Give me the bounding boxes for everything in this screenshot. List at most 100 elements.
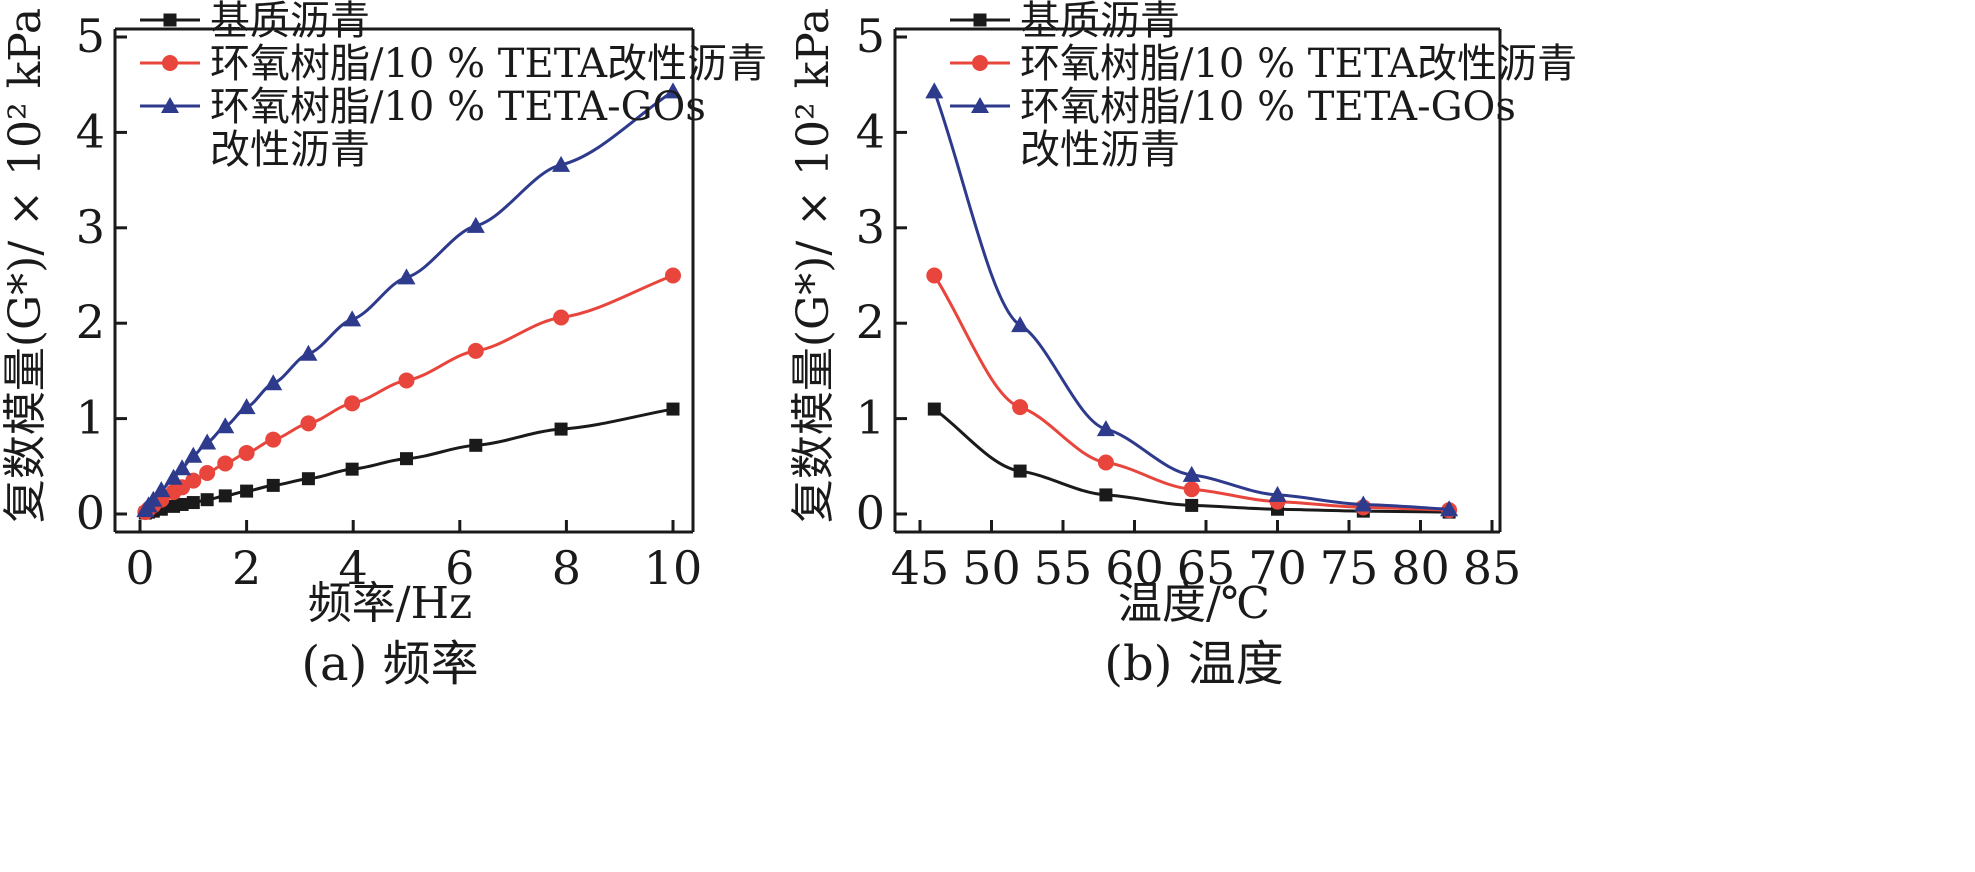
triangle-marker (1011, 316, 1030, 333)
y-tick-label: 5 (76, 9, 105, 63)
x-tick-label: 75 (1320, 541, 1379, 595)
square-marker (301, 472, 315, 486)
legend-label: 改性沥青 (210, 127, 370, 173)
square-marker (927, 402, 941, 416)
legend-circle-marker (972, 55, 988, 71)
x-tick-label: 65 (1177, 541, 1236, 595)
legend-label: 基质沥青 (1020, 0, 1180, 44)
y-tick-label: 1 (76, 391, 105, 445)
triangle-marker (173, 459, 192, 476)
y-tick-label: 3 (76, 200, 105, 254)
triangle-marker (1354, 495, 1373, 512)
triangle-marker (237, 398, 256, 415)
circle-marker (1012, 399, 1029, 416)
circle-marker (1183, 481, 1200, 498)
triangle-marker (144, 490, 163, 507)
legend-label: 改性沥青 (1020, 127, 1180, 173)
x-tick-label: 70 (1248, 541, 1307, 595)
y-tick-label: 0 (76, 486, 105, 540)
legend-circle-marker (162, 55, 178, 71)
triangle-marker (264, 374, 283, 391)
square-marker (554, 422, 568, 436)
y-tick-label: 5 (856, 9, 885, 63)
circle-marker (199, 464, 216, 481)
square-marker (1185, 498, 1199, 512)
x-tick-label: 45 (891, 541, 950, 595)
circle-marker (926, 267, 943, 284)
circle-marker (265, 431, 282, 448)
y-tick-label: 4 (76, 104, 105, 158)
legend-square-marker (973, 13, 987, 27)
square-marker (266, 478, 280, 492)
x-tick-label: 0 (125, 541, 154, 595)
chart-caption: (a) 频率 (301, 636, 478, 692)
x-tick-label: 60 (1105, 541, 1164, 595)
x-axis-title: 温度/℃ (1118, 578, 1270, 629)
square-marker (469, 438, 483, 452)
triangle-marker (343, 310, 362, 327)
x-tick-label: 55 (1034, 541, 1093, 595)
circle-marker (398, 372, 415, 389)
circle-marker (553, 309, 570, 326)
x-tick-label: 8 (552, 541, 581, 595)
triangle-marker (664, 82, 682, 99)
square-marker (186, 496, 200, 510)
square-marker (1013, 464, 1027, 478)
square-marker (175, 497, 189, 511)
triangle-marker (152, 481, 171, 498)
legend-square-marker (163, 13, 177, 27)
triangle-marker (397, 268, 416, 285)
chart-frequency: 0 1 2 3 4 5 0 2 4 6 8 10 频率/Hz 复数模量(G*)/ × 10² kPa (a)… (0, 0, 767, 692)
y-tick-label: 2 (76, 295, 105, 349)
series-line (932, 90, 1450, 511)
triangle-marker (184, 446, 203, 463)
square-marker (218, 489, 232, 503)
triangle-marker (299, 344, 318, 361)
square-marker (1099, 488, 1113, 502)
x-tick-label: 85 (1463, 541, 1522, 595)
triangle-marker (552, 155, 571, 172)
x-tick-label: 50 (962, 541, 1021, 595)
legend-triangle-marker (971, 97, 989, 113)
legend-label: 环氧树脂/10 % TETA-GOs (1020, 84, 1516, 130)
y-tick-label: 3 (856, 200, 885, 254)
legend-label: 环氧树脂/10 % TETA-GOs (210, 84, 706, 130)
y-axis-title: 复数模量(G*)/ × 10² kPa (788, 8, 839, 523)
circle-marker (185, 472, 202, 489)
triangle-marker (198, 433, 217, 450)
y-tick-label: 4 (856, 104, 885, 158)
triangle-marker (1096, 420, 1115, 437)
chart-caption: (b) 温度 (1104, 636, 1283, 692)
triangle-marker (925, 82, 944, 99)
series-square (927, 402, 1456, 519)
legend-label: 环氧树脂/10 % TETA改性沥青 (210, 41, 767, 87)
legend-label: 基质沥青 (210, 0, 370, 44)
y-tick-label: 2 (856, 295, 885, 349)
x-axis-title: 频率/Hz (308, 578, 472, 629)
x-tick-label: 10 (644, 541, 703, 595)
triangle-marker (1182, 465, 1201, 482)
x-tick-label: 80 (1391, 541, 1450, 595)
circle-marker (300, 415, 317, 432)
circle-marker (344, 395, 361, 412)
series-circle (137, 267, 681, 521)
circle-marker (217, 455, 234, 472)
series-triangle (925, 82, 1459, 517)
circle-marker (1097, 454, 1114, 471)
square-marker (200, 493, 214, 507)
circle-marker (467, 342, 484, 359)
triangle-marker (1440, 500, 1459, 517)
circle-marker (238, 444, 255, 461)
legend-triangle-marker (161, 97, 179, 113)
square-marker (345, 462, 359, 476)
square-marker (240, 484, 254, 498)
series-triangle (136, 82, 682, 518)
triangle-marker (466, 216, 485, 233)
x-tick-label: 4 (339, 541, 368, 595)
y-tick-label: 0 (856, 486, 885, 540)
square-marker (400, 452, 413, 466)
legend-label: 环氧树脂/10 % TETA改性沥青 (1020, 41, 1577, 87)
x-tick-label: 2 (232, 541, 261, 595)
